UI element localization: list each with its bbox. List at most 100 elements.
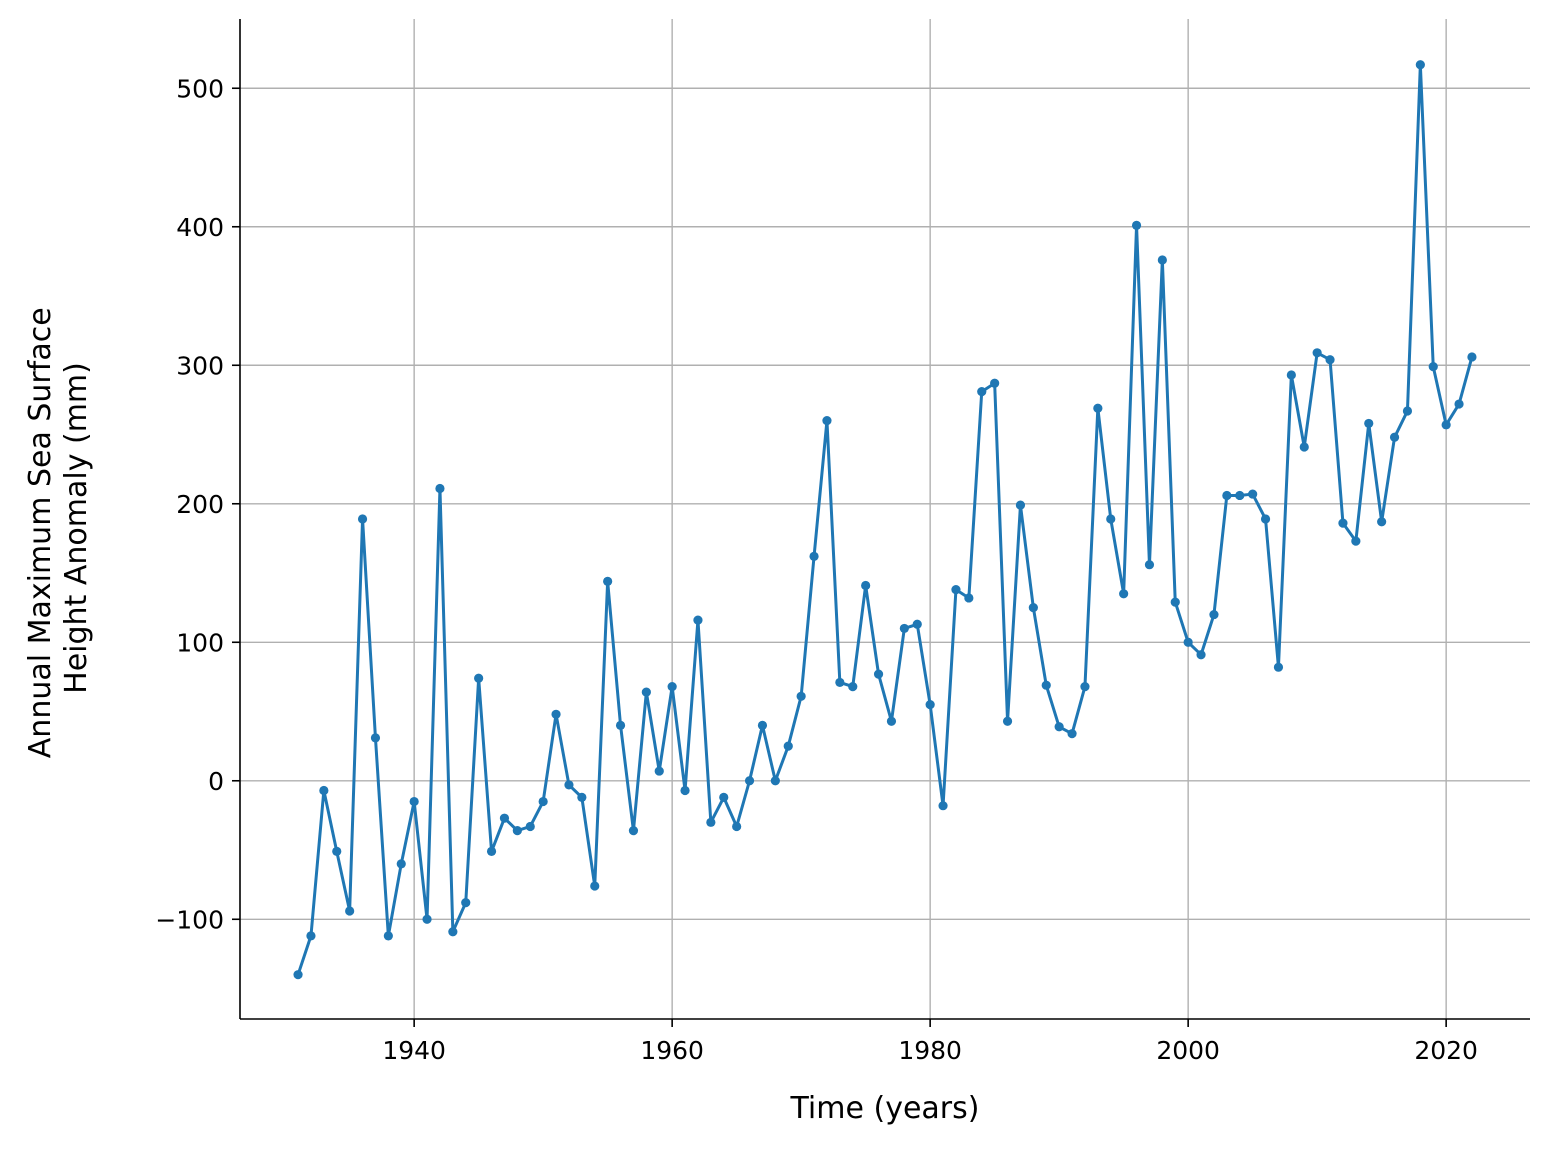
data-point [641, 687, 651, 697]
series-line [296, 63, 1474, 976]
data-point [757, 720, 768, 730]
data-point [525, 821, 535, 832]
data-point [1183, 637, 1193, 647]
data-point [873, 669, 884, 679]
data-point [512, 826, 522, 836]
data-point [448, 927, 458, 937]
ticks: 1940 1960 1980 2000 2020 −100 0 100 200 300 400 500 [155, 74, 1478, 1065]
data-point [1260, 514, 1271, 524]
data-point [925, 700, 935, 710]
data-point [1131, 220, 1142, 230]
data-point [1467, 352, 1477, 362]
y-tick-label: 200 [176, 490, 224, 519]
data-point [1377, 517, 1387, 527]
y-tick-label: 100 [176, 628, 224, 657]
data-point [345, 906, 355, 916]
data-point [1196, 650, 1206, 660]
data-point [1144, 560, 1155, 570]
data-point [1015, 500, 1026, 510]
y-tick-label: 0 [208, 767, 224, 796]
x-tick-label: 1940 [382, 1036, 446, 1065]
data-point [474, 673, 484, 683]
data-point [538, 796, 548, 807]
y-tick-label: 500 [176, 74, 224, 103]
data-point [357, 514, 368, 524]
data-point [1299, 442, 1309, 452]
data-point [1248, 489, 1258, 499]
data-point [1054, 722, 1064, 732]
data-point [1428, 362, 1438, 372]
data-point [422, 914, 432, 924]
data-point [590, 881, 600, 891]
x-tick-label: 1980 [898, 1036, 962, 1065]
data-point [1312, 348, 1322, 358]
data-point [1273, 662, 1284, 672]
data-point [964, 593, 974, 603]
x-tick-label: 1960 [640, 1036, 704, 1065]
data-point [615, 720, 626, 730]
data-point [461, 898, 471, 908]
data-point [1235, 490, 1245, 501]
data-point [1402, 406, 1413, 416]
data-point [1364, 418, 1374, 429]
data-point [1106, 514, 1116, 524]
data-point [1028, 603, 1038, 613]
data-point [977, 386, 987, 397]
data-point [551, 709, 561, 719]
data-point [706, 817, 716, 827]
x-tick-label: 2020 [1414, 1036, 1478, 1065]
data-point [293, 970, 303, 980]
data-point [770, 776, 780, 786]
data-point [1454, 399, 1464, 409]
data-point [796, 691, 806, 701]
data-point [306, 931, 316, 941]
data-point [1157, 255, 1167, 265]
y-tick-label: 300 [176, 351, 224, 380]
data-point [1002, 716, 1013, 726]
data-point [1209, 609, 1219, 620]
data-point [1351, 536, 1361, 546]
data-point [1080, 681, 1090, 692]
data-point [1338, 518, 1348, 528]
axes [239, 19, 1530, 1020]
data-point [719, 792, 729, 802]
x-axis-label: Time (years) [790, 1091, 980, 1126]
y-axis-label-line-1: Annual Maximum Sea Surface [23, 307, 58, 758]
data-point [1389, 432, 1400, 442]
data-point [1093, 403, 1103, 413]
data-point [744, 776, 755, 786]
grid-lines [240, 19, 1530, 1019]
data-point [822, 416, 832, 426]
data-point [899, 623, 909, 634]
y-tick-label: 400 [176, 213, 224, 242]
y-tick-label: −100 [155, 905, 224, 934]
data-point [861, 580, 871, 591]
x-tick-label: 2000 [1156, 1036, 1220, 1065]
data-point [1325, 355, 1335, 365]
data-point [1415, 60, 1425, 70]
data-point [435, 483, 445, 494]
data-point [680, 785, 690, 796]
data-series [293, 60, 1477, 980]
y-axis-label-line-2: Height Anomaly (mm) [59, 362, 94, 694]
data-point [1170, 597, 1180, 607]
data-point [499, 813, 510, 823]
y-axis-label: Annual Maximum Sea Surface Height Anomal… [23, 298, 94, 758]
data-point [319, 785, 329, 796]
data-point [886, 716, 897, 726]
data-point [1286, 370, 1296, 380]
data-point [577, 792, 587, 802]
data-point [848, 681, 858, 692]
data-point [628, 826, 639, 836]
data-point [486, 846, 497, 857]
data-point [603, 576, 613, 586]
data-point [383, 931, 393, 941]
data-point [835, 677, 845, 688]
data-point [693, 615, 703, 625]
data-point [654, 766, 664, 776]
data-point [564, 780, 574, 790]
data-point [332, 846, 342, 857]
data-point [1067, 729, 1077, 739]
data-point [409, 796, 419, 807]
